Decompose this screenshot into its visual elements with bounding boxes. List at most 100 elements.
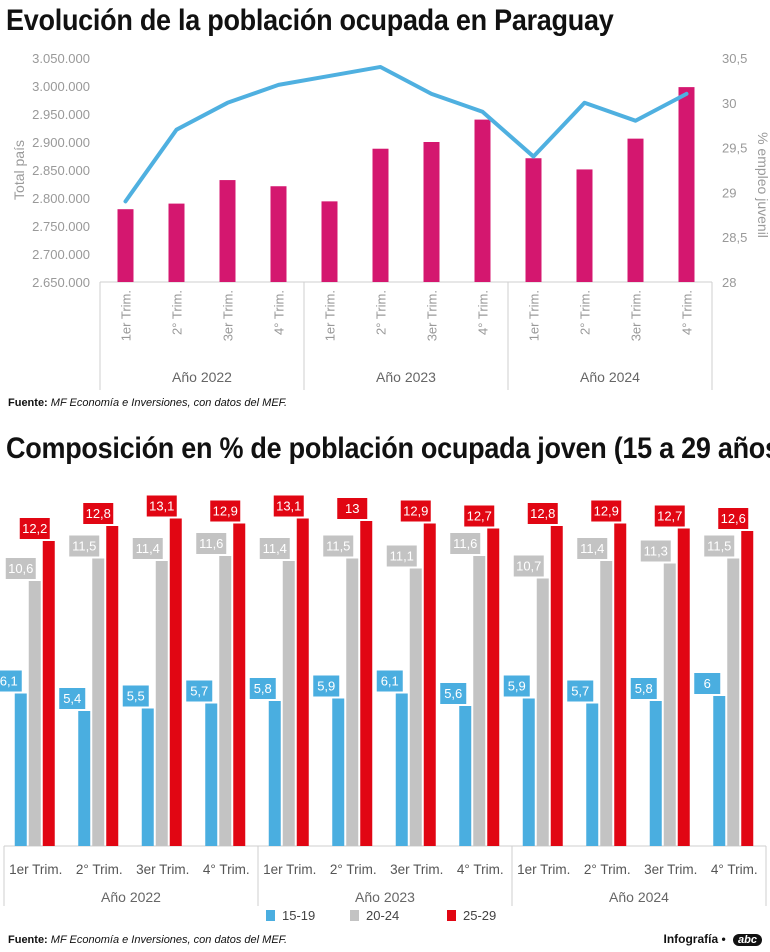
group-label: Año 2023 (355, 889, 415, 905)
bar-20-24-11 (727, 558, 740, 846)
y-tick-label: 2.850.000 (32, 163, 90, 178)
x-tick-label: 3er Trim. (390, 862, 443, 877)
data-label-box (196, 533, 227, 554)
x-tick-label: 3er Trim. (221, 290, 236, 341)
bar-total-11 (678, 87, 695, 282)
bar-total-9 (576, 169, 593, 282)
bar-total-5 (372, 148, 389, 282)
source-text: MF Economía e Inversiones, con datos del… (50, 934, 288, 946)
bar-25-29-3 (233, 523, 246, 846)
data-label-box (5, 558, 36, 579)
data-label: 5,7 (571, 684, 589, 699)
x-tick-label: 3er Trim. (629, 290, 644, 341)
data-label-box (83, 503, 114, 524)
data-label-box (654, 505, 685, 527)
y-tick-label: 2.900.000 (32, 135, 90, 150)
data-label-box (132, 538, 163, 559)
bar-20-24-1 (92, 558, 105, 846)
data-label: 12,2 (22, 521, 47, 536)
group-label: Año 2024 (580, 369, 640, 385)
data-label-box (640, 540, 671, 562)
legend-swatch (266, 910, 275, 921)
x-tick-label: 4° Trim. (272, 290, 287, 335)
data-label-box (704, 535, 735, 557)
x-tick-label: 1er Trim. (517, 862, 570, 877)
x-tick-label: 1er Trim. (9, 862, 62, 877)
legend-label: 20-24 (366, 908, 399, 923)
employment-chart: 3.050.000 3.000.000 2.950.000 2.900.000 2.85… (11, 51, 770, 390)
bar-total-8 (525, 158, 542, 282)
data-label-box (210, 500, 241, 522)
data-label-box (337, 498, 368, 519)
data-label: 11,5 (707, 539, 731, 554)
bar-15-19-8 (522, 698, 535, 846)
y-tick-label: 2.800.000 (32, 191, 90, 206)
data-label-box (450, 533, 481, 554)
group-label: Año 2024 (609, 889, 669, 905)
data-label-box (249, 678, 276, 699)
group-label: Año 2023 (376, 369, 436, 385)
credit: Infografía • abc (663, 932, 762, 946)
data-label: 11,4 (263, 541, 287, 556)
x-tick-label: 2° Trim. (578, 290, 593, 335)
data-label-box (146, 495, 177, 517)
data-label: 11,3 (644, 544, 668, 559)
data-label-box (527, 503, 558, 524)
bar-25-29-10 (677, 528, 690, 846)
source-note-1: Fuente: MF Economía e Inversiones, con d… (8, 397, 287, 409)
x-tick-label: 2° Trim. (76, 862, 123, 877)
data-label-box (273, 495, 304, 517)
source-label: Fuente: (8, 397, 48, 409)
bar-total-3 (270, 186, 287, 282)
youth-composition-chart: 6,1 5,4 5,5 5,7 5,8 5,9 6,1 5,6 5,9 5,7 5,8 6 10,6 11… (0, 495, 767, 923)
x-tick-label: 2° Trim. (330, 862, 377, 877)
bar-total-6 (423, 142, 440, 282)
x-tick-label: 2° Trim. (374, 290, 389, 335)
data-label: 6,1 (381, 674, 399, 689)
bar-20-24-0 (28, 581, 41, 846)
data-label-box (186, 680, 213, 702)
y-tick-label: 3.050.000 (32, 51, 90, 66)
data-label: 5,5 (127, 689, 145, 704)
data-label: 5,7 (190, 684, 208, 699)
data-label: 6 (704, 676, 711, 691)
bar-15-19-1 (78, 711, 91, 846)
brand-logo: abc (733, 934, 762, 946)
bar-20-24-4 (282, 561, 295, 846)
data-label: 12,9 (403, 504, 428, 519)
bar-25-29-0 (42, 541, 55, 846)
data-label: 11,5 (72, 539, 96, 554)
x-tick-label: 3er Trim. (644, 862, 697, 877)
bar-15-19-9 (586, 703, 599, 846)
x-tick-label: 2° Trim. (170, 290, 185, 335)
bar-25-29-7 (487, 528, 500, 846)
y2-axis-label: % empleo juvenil (755, 132, 770, 238)
bar-total-0 (117, 209, 134, 282)
y-axis-label: Total país (11, 140, 27, 200)
legend-label: 25-29 (463, 908, 496, 923)
y-tick-label: 2.750.000 (32, 219, 90, 234)
data-label: 10,7 (516, 559, 541, 574)
data-label: 12,8 (530, 506, 555, 521)
data-label-box (59, 688, 86, 709)
y-tick-label: 2.700.000 (32, 247, 90, 262)
bar-20-24-10 (663, 563, 676, 846)
group-label: Año 2022 (172, 369, 232, 385)
data-label: 12,9 (213, 504, 238, 519)
y2-tick-label: 30 (722, 96, 736, 111)
bar-15-19-2 (141, 708, 154, 846)
source-note-2: Fuente: MF Economía e Inversiones, con d… (8, 934, 287, 946)
data-label-box (567, 680, 594, 702)
data-label: 13 (345, 501, 359, 516)
bar-15-19-5 (332, 698, 345, 846)
bar-25-29-2 (169, 518, 182, 846)
bar-15-19-7 (459, 706, 472, 846)
data-label-box (718, 508, 749, 529)
bar-15-19-10 (649, 701, 662, 846)
bar-15-19-4 (268, 701, 281, 846)
x-tick-label: 4° Trim. (457, 862, 504, 877)
data-label: 11,6 (453, 536, 477, 551)
data-label: 11,4 (580, 541, 604, 556)
line-youth-employment (123, 64, 689, 204)
bar-25-29-9 (614, 523, 627, 846)
